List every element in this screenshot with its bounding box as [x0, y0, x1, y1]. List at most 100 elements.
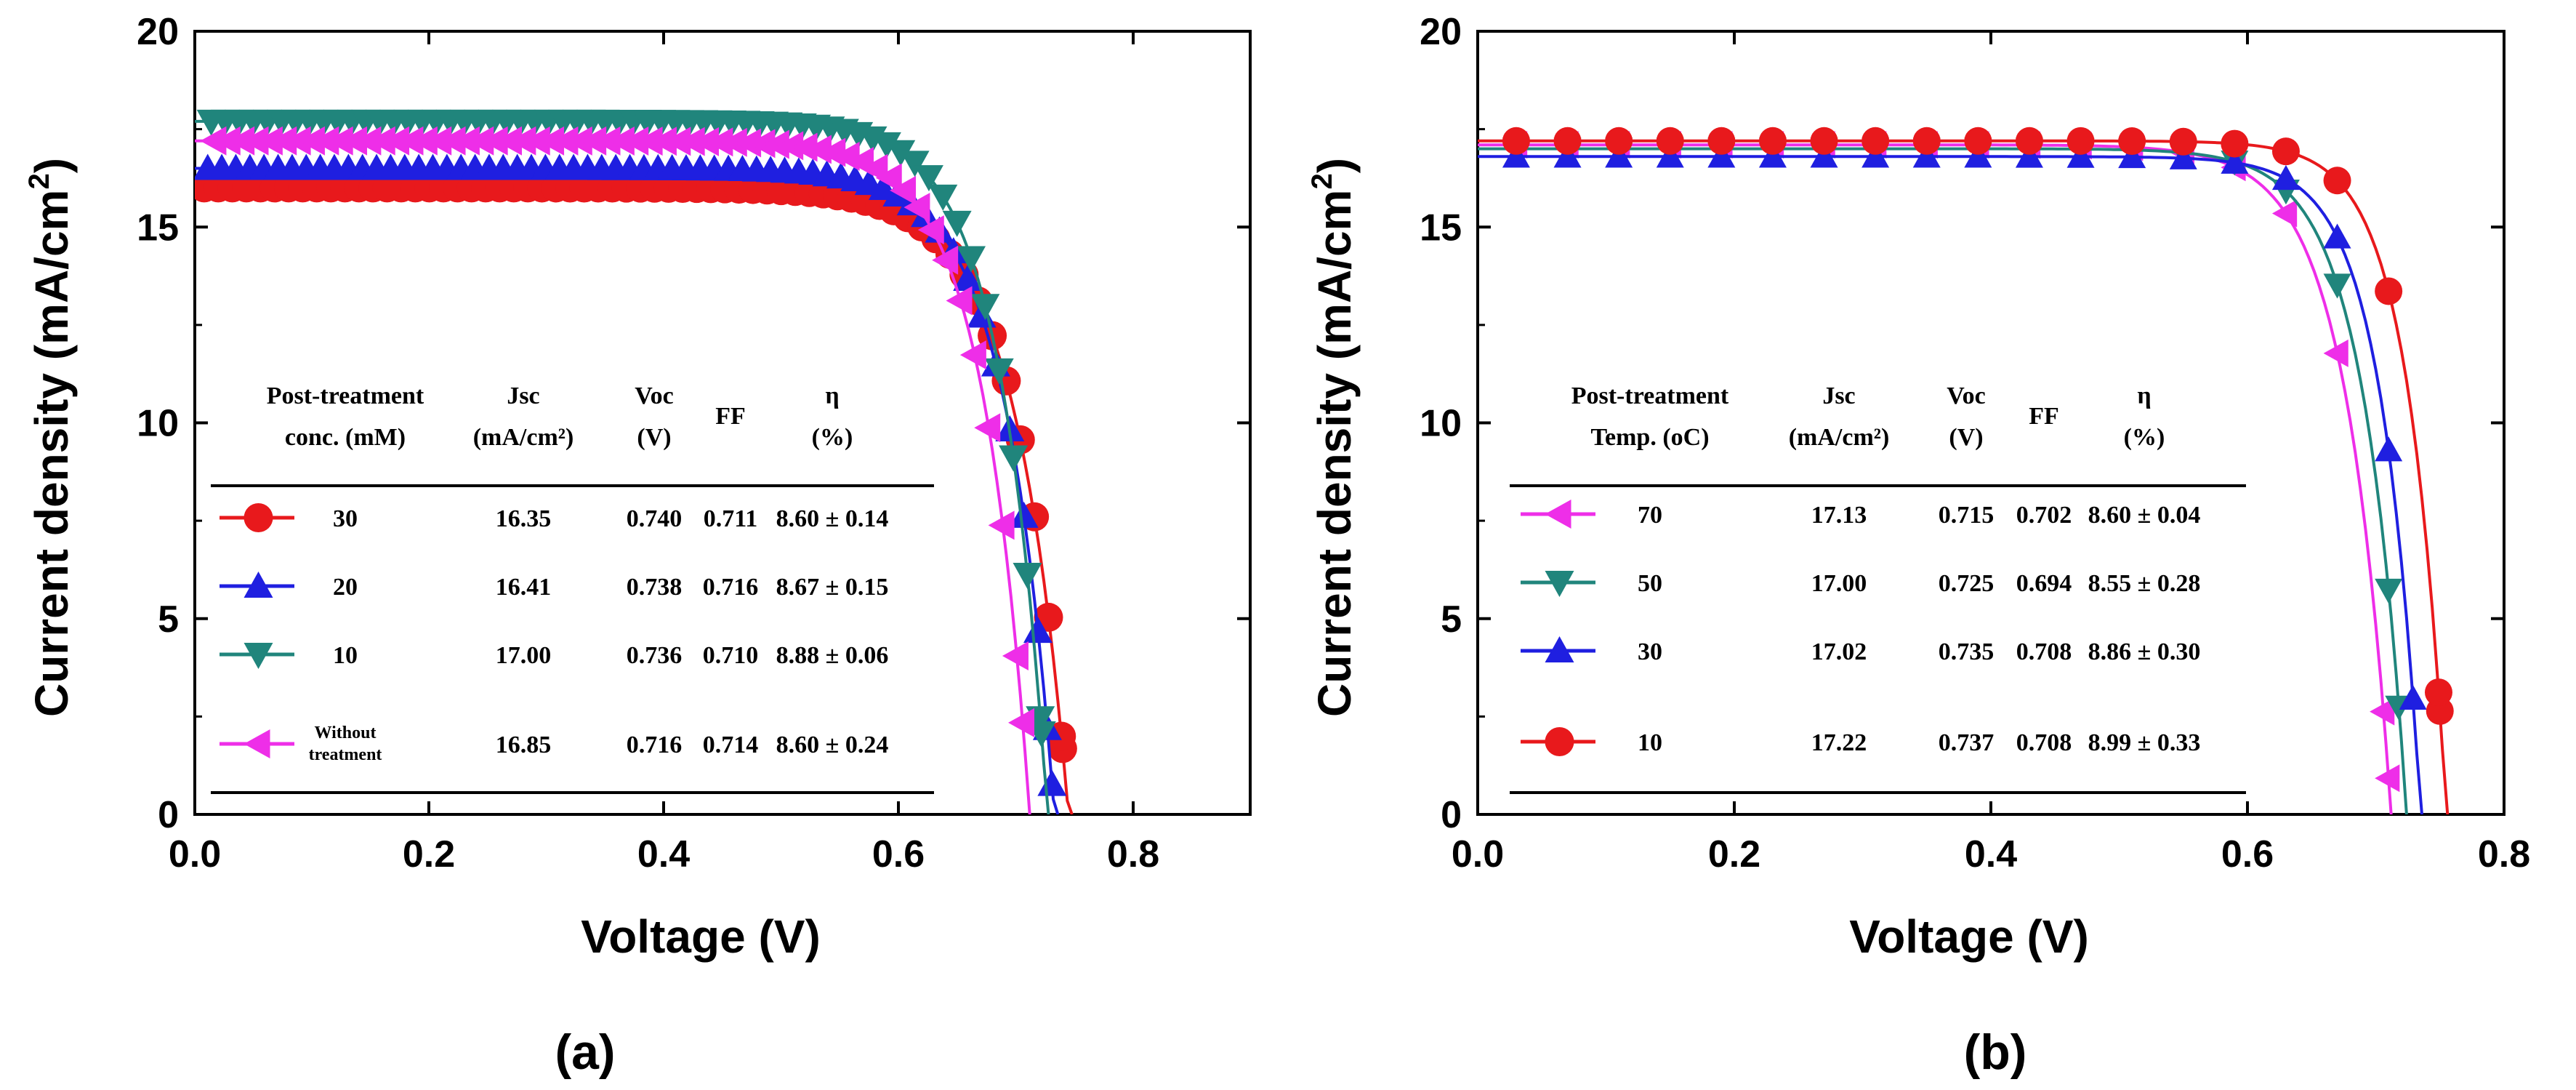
data-point — [1810, 127, 1838, 155]
y-tick-label: 0 — [1441, 794, 1462, 836]
y-tick-label: 15 — [137, 207, 179, 249]
row-label: 20 — [333, 574, 358, 601]
series-line — [1478, 155, 2423, 814]
table-row: 30 17.02 0.735 0.708 8.86 ± 0.30 — [1521, 636, 2200, 665]
row-voc: 0.715 — [1939, 502, 1995, 529]
row-label: 30 — [333, 505, 358, 532]
data-point — [411, 126, 438, 156]
data-point — [495, 126, 522, 156]
row-jsc: 17.02 — [1811, 638, 1867, 665]
data-point — [1037, 769, 1067, 796]
row-ff: 0.710 — [703, 642, 759, 669]
data-point — [2323, 339, 2348, 367]
row-jsc: 17.00 — [1811, 570, 1867, 597]
table-header-ff: FF — [2029, 403, 2059, 430]
parameter-table: Post-treatment Temp. (oC) Jsc (mA/cm²) Voc (V… — [1510, 382, 2246, 794]
data-point — [1656, 127, 1684, 155]
data-point — [313, 126, 339, 156]
row-ff: 0.694 — [2016, 570, 2072, 597]
row-ff: 0.714 — [703, 732, 759, 758]
data-point — [594, 126, 621, 156]
data-point — [1009, 501, 1039, 528]
row-eta: 8.67 ± 0.15 — [776, 574, 889, 601]
legend-marker — [1545, 500, 1571, 529]
data-point — [650, 127, 677, 156]
data-point — [959, 340, 986, 370]
y-axis-title-main: Current density (mA/cm — [1308, 190, 1361, 717]
data-point — [580, 126, 607, 156]
table-header-treatment: Post-treatment — [1571, 382, 1729, 409]
data-point — [720, 127, 747, 157]
data-point — [341, 126, 368, 156]
data-point — [2118, 143, 2146, 169]
data-point — [970, 294, 1000, 321]
data-point — [510, 126, 536, 156]
data-point — [762, 129, 789, 159]
data-point — [1964, 127, 1992, 155]
row-ff: 0.711 — [704, 505, 758, 532]
data-point — [1810, 143, 1838, 168]
data-point — [890, 175, 917, 205]
row-eta: 8.86 ± 0.30 — [2088, 638, 2201, 665]
data-point — [946, 286, 973, 316]
data-point — [984, 358, 1014, 385]
data-point — [523, 126, 550, 156]
row-voc: 0.737 — [1939, 729, 1995, 756]
data-point — [270, 126, 297, 156]
data-point — [664, 127, 691, 156]
row-ff: 0.708 — [2016, 638, 2072, 665]
y-axis-title-close: ) — [1308, 158, 1361, 173]
data-point — [678, 127, 705, 156]
data-point — [538, 126, 565, 156]
series-10 — [1478, 127, 2454, 814]
data-point — [369, 126, 395, 156]
data-point — [886, 140, 916, 167]
row-jsc: 17.22 — [1811, 729, 1867, 756]
data-point — [2066, 127, 2095, 155]
x-tick-label: 0.2 — [403, 833, 455, 875]
parameter-table: Post-treatment conc. (mM) Jsc (mA/cm²) Voc (V… — [211, 382, 934, 794]
table-header-voc-unit: (V) — [1949, 424, 1983, 451]
legend-marker — [243, 503, 273, 532]
row-label: 70 — [1638, 502, 1662, 529]
series-10 — [195, 109, 1056, 814]
row-eta: 8.60 ± 0.04 — [2088, 502, 2201, 529]
data-point — [397, 126, 424, 156]
x-tick-label: 0.4 — [1965, 833, 2017, 875]
data-point — [903, 193, 930, 223]
table-row: Without treatment 16.85 0.716 0.714 8.60 ± 0.… — [220, 724, 888, 764]
data-point — [1013, 562, 1042, 589]
y-axis-title-close: ) — [25, 158, 78, 173]
data-point — [552, 126, 579, 156]
data-point — [565, 126, 592, 156]
table-header-voc: Voc — [1947, 382, 1986, 409]
data-point — [1023, 617, 1052, 644]
data-point — [2221, 148, 2249, 174]
data-point — [1861, 143, 1890, 168]
x-tick-label: 0.2 — [1708, 833, 1760, 875]
data-point — [1502, 127, 1530, 155]
data-point — [425, 126, 452, 156]
row-voc: 0.725 — [1939, 570, 1995, 597]
data-point — [2399, 684, 2427, 710]
x-tick-label: 0.0 — [169, 833, 221, 875]
data-point — [1758, 127, 1787, 155]
legend-marker — [1545, 727, 1574, 756]
row-label: Without — [315, 724, 377, 742]
data-point — [1758, 143, 1787, 168]
x-tick-label: 0.0 — [1452, 833, 1504, 875]
data-point — [467, 126, 494, 156]
x-tick-label: 0.6 — [872, 833, 925, 875]
table-row: 50 17.00 0.725 0.694 8.55 ± 0.28 — [1521, 570, 2200, 597]
series-line — [195, 139, 1031, 814]
row-eta: 8.88 ± 0.06 — [776, 642, 889, 669]
chart-panel-b: 0.0 0.2 0.4 0.6 0.8 0 5 10 15 20 Voltage (V) Curren… — [1306, 11, 2530, 1080]
data-point — [2221, 129, 2249, 158]
series-50 — [1478, 137, 2413, 814]
series-30 — [195, 173, 1077, 814]
data-point — [608, 126, 635, 156]
data-point — [2169, 144, 2197, 169]
x-tick-label: 0.6 — [2221, 833, 2274, 875]
data-point — [900, 151, 930, 177]
